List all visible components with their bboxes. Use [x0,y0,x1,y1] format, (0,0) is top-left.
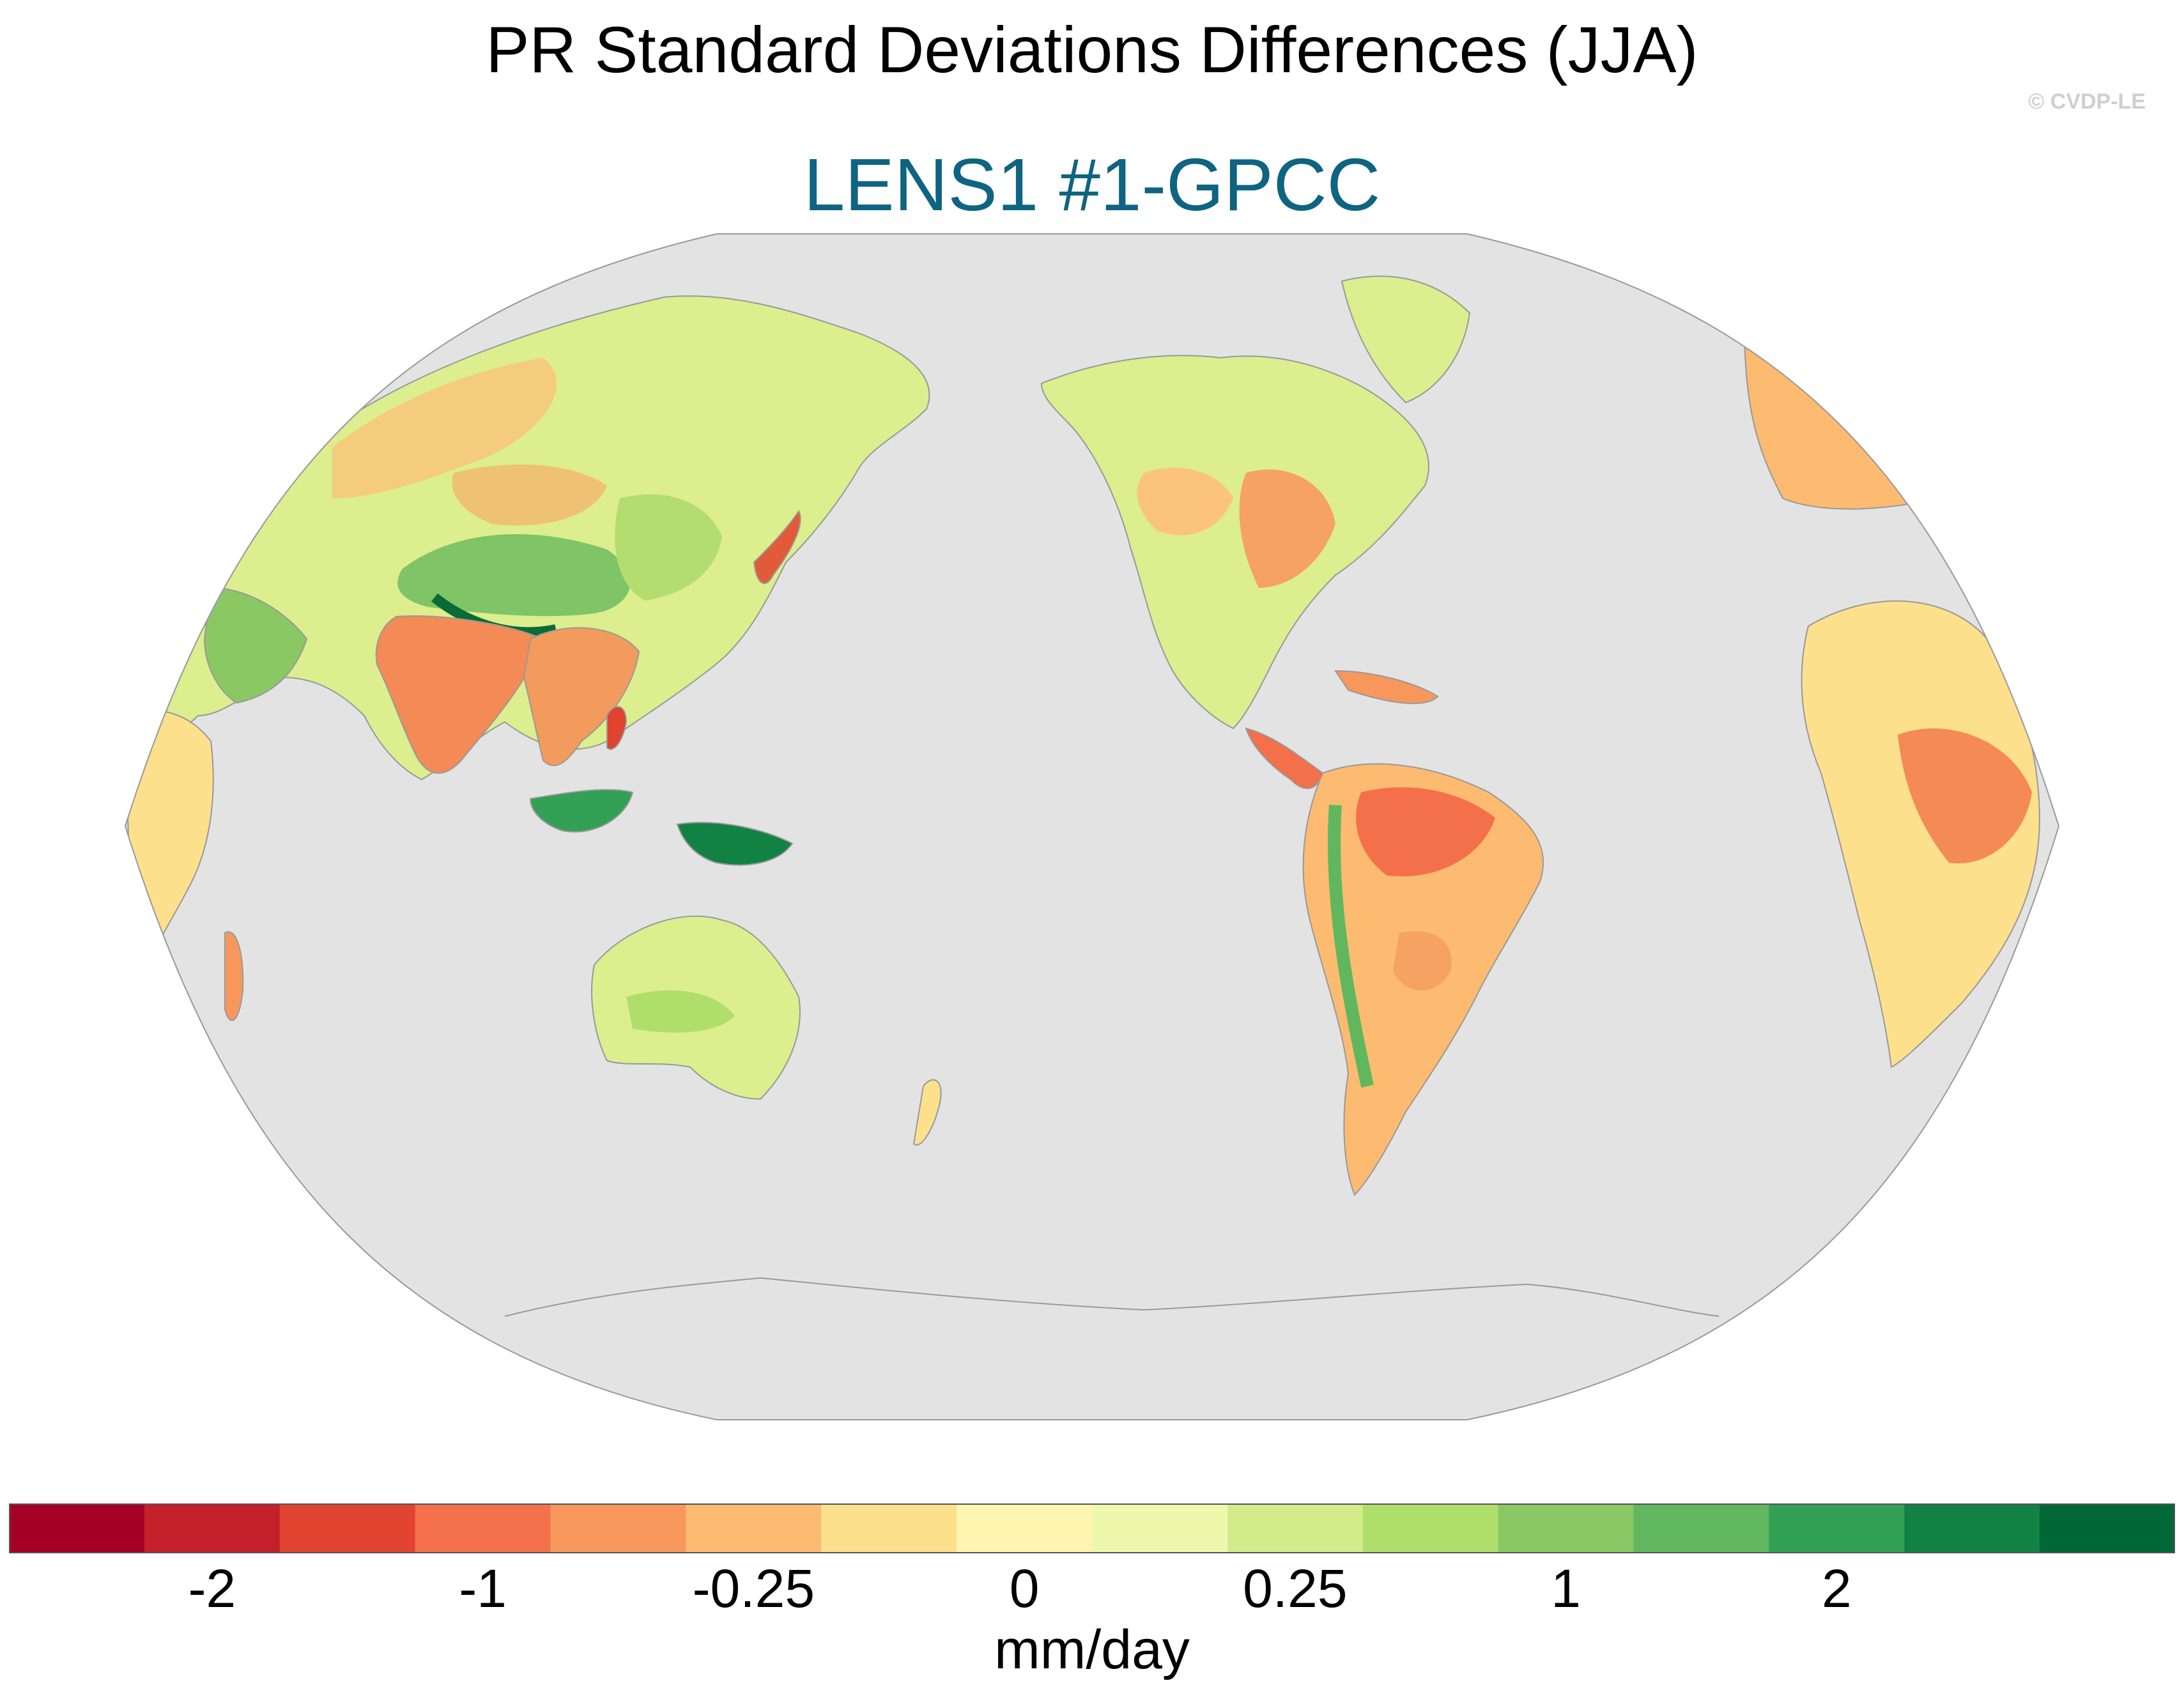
landmass-siberia-west [332,358,557,498]
colorbar [9,1503,2175,1553]
colorbar-swatch [9,1504,145,1553]
landmass-india [375,615,544,774]
landmass-antarctica [504,1277,1719,1317]
colorbar-tick-label: -1 [459,1558,507,1618]
colorbar-swatch [957,1504,1093,1553]
colorbar-tick-label: 1 [1551,1558,1581,1618]
credit-watermark: © CVDP-LE [2028,89,2146,114]
colorbar-swatch [144,1504,281,1553]
colorbar-swatch [1227,1504,1364,1553]
colorbar-swatch [1092,1504,1228,1553]
colorbar-tick-label: 0.25 [1243,1558,1348,1618]
landmass-caribbean [1334,670,1439,704]
colorbar-swatch [1633,1504,1769,1553]
north-america-interior [1137,468,1233,535]
colorbar-swatch [1769,1504,1905,1553]
colorbar-swatch [550,1504,686,1553]
colorbar-swatch [1498,1504,1634,1553]
south-america-south [1393,931,1452,990]
colorbar-swatch [686,1504,822,1553]
colorbar-swatch [2040,1504,2175,1553]
landmass-central-america [1245,727,1324,789]
landmass-madagascar [224,931,244,1021]
colorbar-swatch [821,1504,957,1553]
landmass-china-east [615,494,722,601]
africa-sahel [1898,728,2032,864]
colorbar-tick-label: -2 [188,1558,236,1618]
panel-subtitle: LENS1 #1-GPCC [803,143,1381,226]
landmass-central-asia [452,464,607,526]
landmass-greenland [1341,275,1471,404]
colorbar-swatch [415,1504,551,1553]
landmass-arabia [203,587,308,704]
colorbar-tick-label: -0.25 [692,1558,815,1618]
colorbar-tick-label: 2 [1821,1558,1852,1618]
landmass-new-zealand [912,1079,942,1146]
landmass-southeast-asia [523,627,640,767]
amazon-basin [1356,787,1495,877]
andes-band [1328,804,1374,1088]
map-outline [124,233,2060,1420]
landmass-philippines [606,706,627,750]
colorbar-swatch [279,1504,416,1553]
north-america-east [1239,469,1335,588]
landmass-new-guinea [676,822,794,866]
world-map [124,233,2060,1420]
colorbar-units: mm/day [994,1619,1190,1680]
colorbar-swatch [1904,1504,2040,1553]
colorbar-frame [9,1503,2175,1553]
figure-title: PR Standard Deviations Differences (JJA) [486,13,1698,86]
landmass-tibet [397,534,631,617]
landmass-japan [753,510,801,585]
colorbar-swatch [1362,1504,1499,1553]
australia-interior [626,990,735,1033]
colorbar-tick-label: 0 [1009,1558,1040,1618]
landmass-north-america [1040,355,1429,730]
landmass-sumatra-borneo [529,788,634,833]
